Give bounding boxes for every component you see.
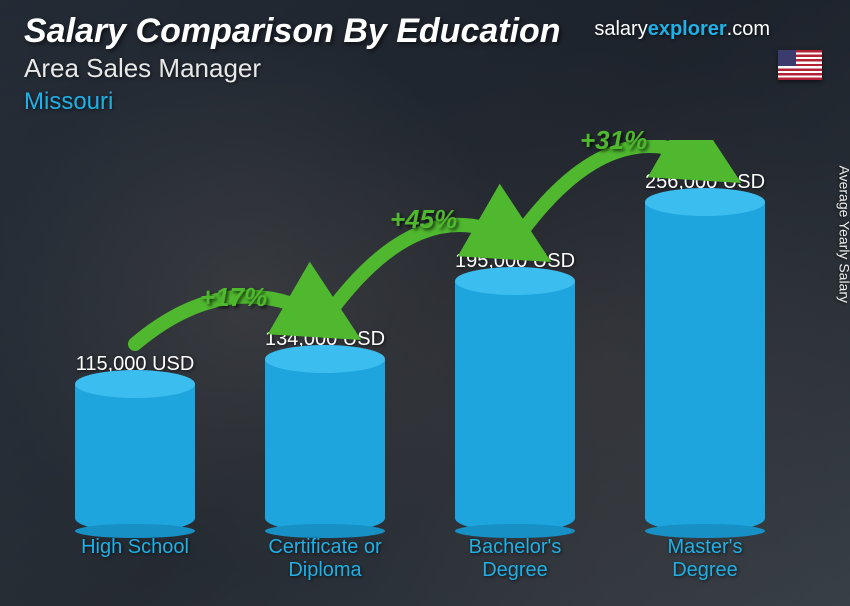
x-axis-labels: High SchoolCertificate orDiplomaBachelor… (40, 536, 800, 586)
bar-front (645, 202, 765, 532)
brand-suffix: .com (727, 18, 770, 40)
bar-front (75, 384, 195, 532)
flag-icon (778, 50, 822, 80)
bar (645, 202, 765, 532)
chart-subtitle: Area Sales Manager (24, 53, 826, 84)
x-axis-label: High School (40, 536, 230, 586)
brand-prefix: salary (594, 18, 647, 40)
chart-area: 115,000 USD134,000 USD195,000 USD256,000… (40, 140, 800, 586)
increase-label: +31% (580, 125, 647, 156)
x-axis-label: Certificate orDiploma (230, 536, 420, 586)
y-axis-label: Average Yearly Salary (836, 166, 850, 304)
bar-front (265, 359, 385, 532)
bar-slot: 134,000 USD (230, 328, 420, 532)
bar-slot: 195,000 USD (420, 250, 610, 532)
brand-logo: salaryexplorer.com (594, 18, 770, 41)
bar-top-ellipse (75, 370, 195, 398)
bar-slot: 115,000 USD (40, 353, 230, 532)
bar-top-ellipse (455, 267, 575, 295)
brand-accent: explorer (648, 18, 727, 40)
bars-container: 115,000 USD134,000 USD195,000 USD256,000… (40, 140, 800, 532)
bar-top-ellipse (645, 188, 765, 216)
chart-location: Missouri (24, 88, 826, 116)
x-axis-label: Master'sDegree (610, 536, 800, 586)
bar (455, 281, 575, 532)
bar-front (455, 281, 575, 532)
bar (75, 384, 195, 532)
increase-label: +17% (200, 282, 267, 313)
bar (265, 359, 385, 532)
bar-top-ellipse (265, 345, 385, 373)
bar-slot: 256,000 USD (610, 171, 800, 532)
x-axis-label: Bachelor'sDegree (420, 536, 610, 586)
increase-label: +45% (390, 204, 457, 235)
